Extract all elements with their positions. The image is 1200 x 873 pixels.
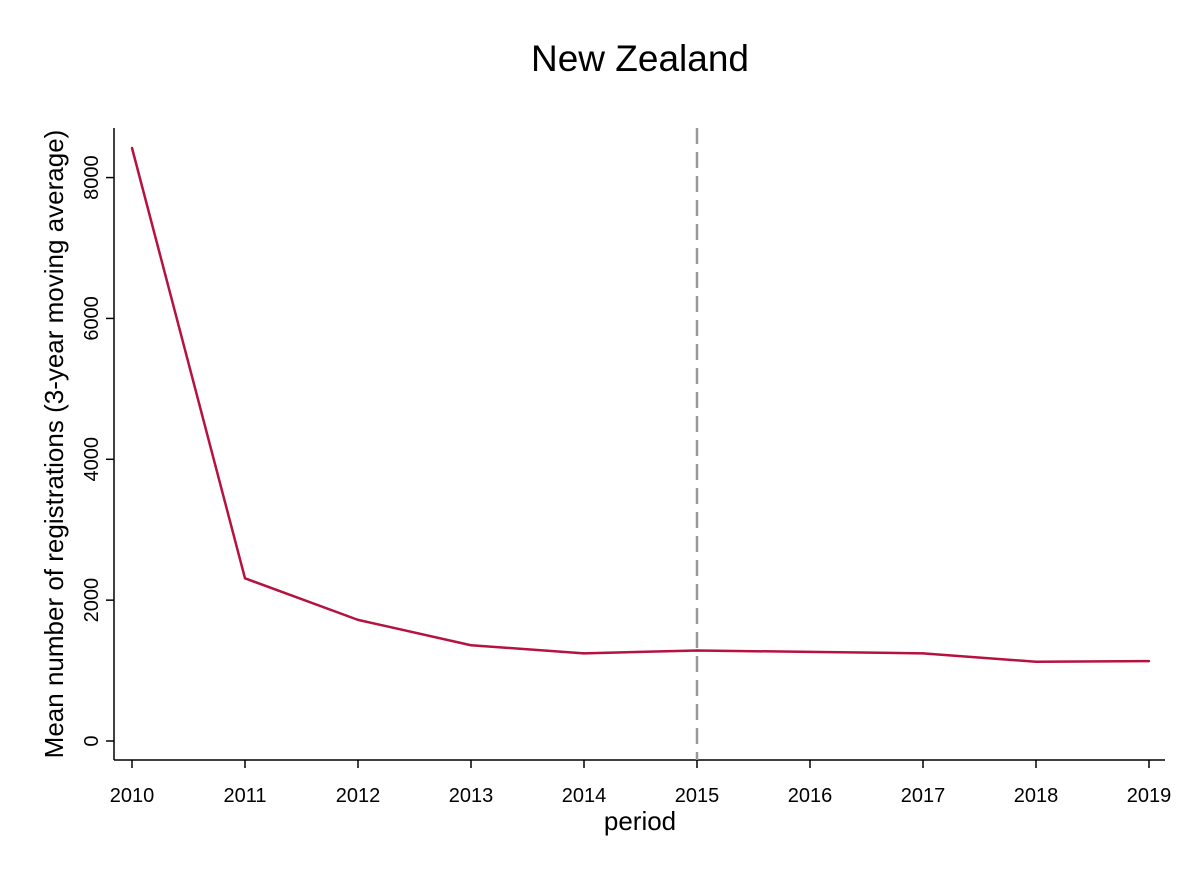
x-tick-label: 2010	[110, 785, 155, 807]
x-tick-label: 2012	[336, 785, 381, 807]
x-tick-label: 2017	[901, 785, 946, 807]
data-point	[582, 652, 586, 655]
y-tick-label: 6000	[81, 296, 103, 341]
chart-title: New Zealand	[531, 38, 749, 79]
y-tick-label: 2000	[81, 578, 103, 623]
x-tick-label: 2013	[449, 785, 494, 807]
data-point	[356, 618, 360, 622]
y-tick-label: 4000	[81, 437, 103, 482]
x-tick-label: 2015	[675, 785, 720, 807]
data-point	[130, 146, 134, 150]
x-tick-label: 2014	[562, 785, 607, 807]
y-tick-label: 8000	[81, 155, 103, 200]
x-tick-label: 2018	[1014, 785, 1059, 807]
x-tick-label: 2016	[788, 785, 833, 807]
x-tick-label: 2011	[223, 785, 266, 807]
data-point	[1034, 660, 1038, 663]
data-point	[921, 652, 925, 655]
x-tick-label: 2019	[1127, 785, 1172, 807]
x-axis-title: period	[604, 806, 676, 836]
data-point	[243, 577, 247, 580]
data-point	[808, 650, 812, 654]
series-line	[130, 147, 1150, 664]
data-point	[1147, 659, 1151, 663]
data-point	[469, 644, 473, 647]
y-axis-title: Mean number of registrations (3-year mov…	[39, 130, 69, 759]
data-point	[695, 649, 699, 652]
y-tick-label: 0	[81, 735, 103, 746]
